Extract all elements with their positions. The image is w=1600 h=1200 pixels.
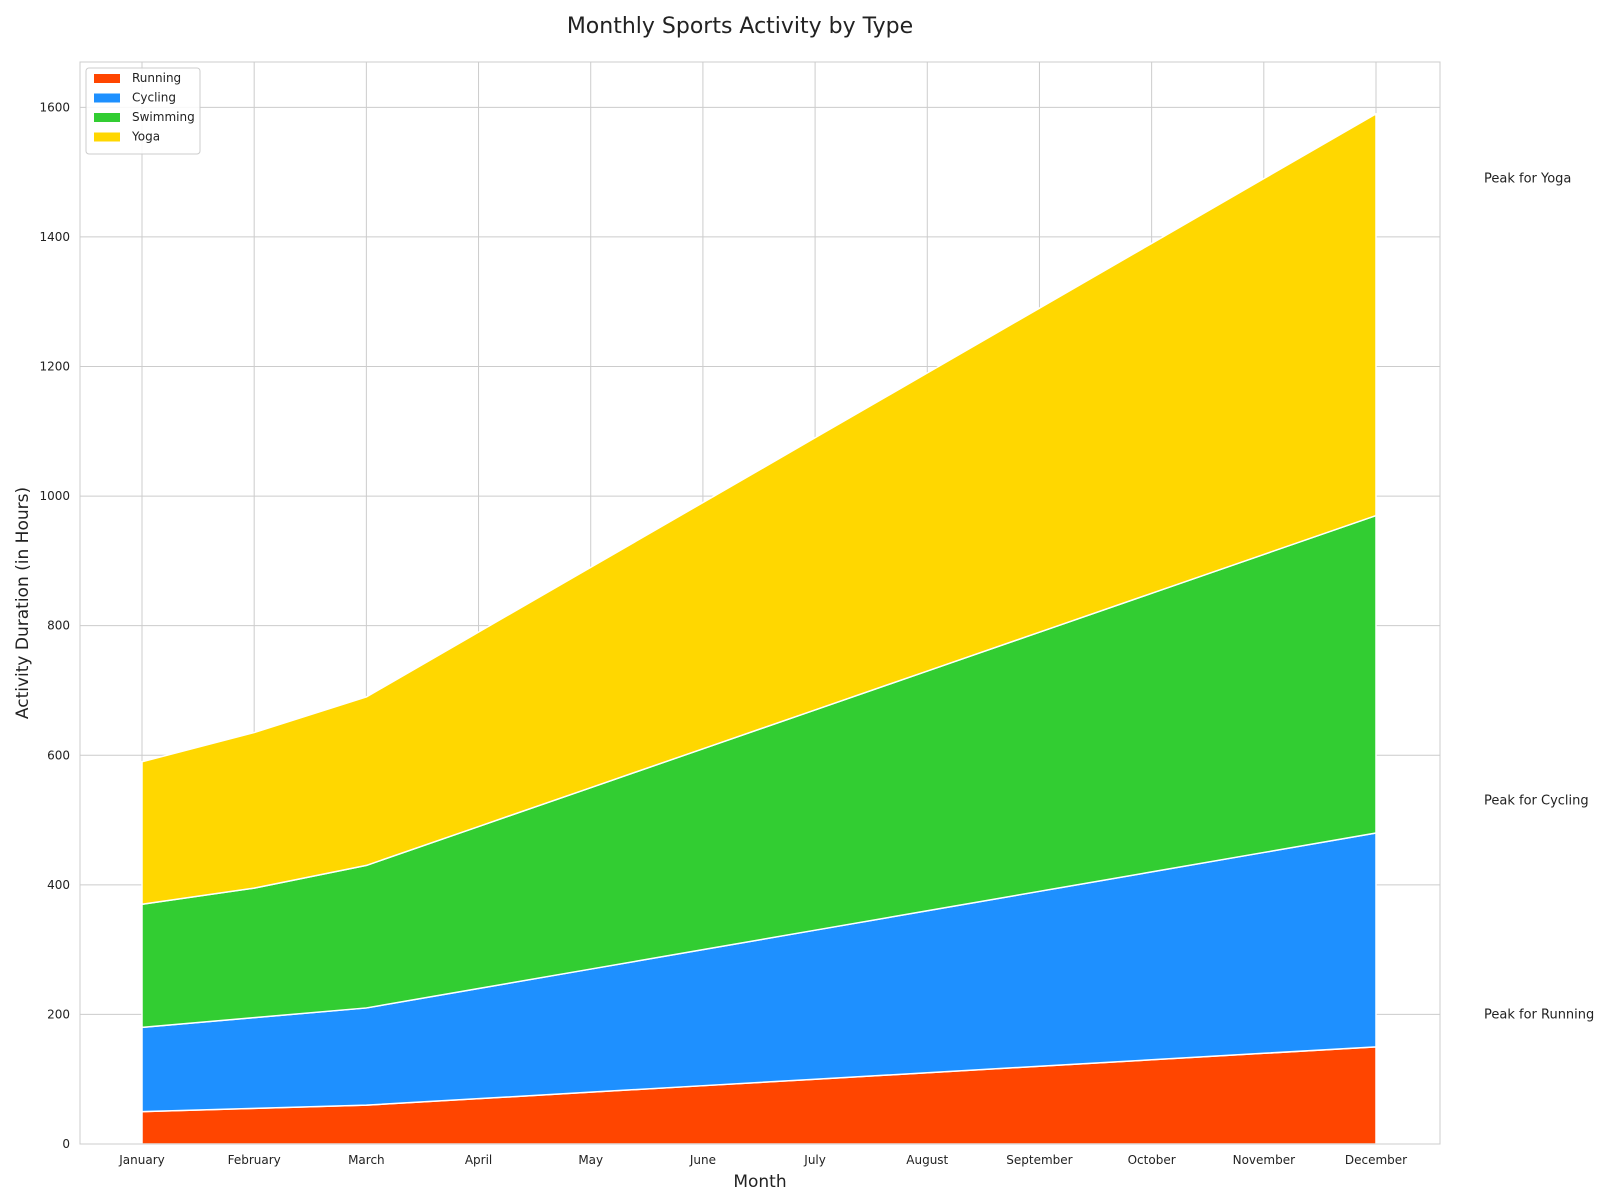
x-tick-label: October [1128,1153,1176,1167]
x-tick-label: July [803,1153,826,1167]
legend: Running Cycling Swimming Yoga [85,67,201,155]
legend-label-running: Running [132,71,181,85]
y-tick-label: 1000 [39,489,70,503]
annotation-label: Peak for Cycling [1484,794,1589,809]
y-tick-label: 600 [47,748,70,762]
chart-title: Monthly Sports Activity by Type [567,14,913,39]
y-tick-label: 200 [47,1007,70,1021]
y-tick-label: 800 [47,619,70,633]
legend-label-swimming: Swimming [132,110,195,124]
y-tick-label: 1200 [39,360,70,374]
y-tick-label: 1600 [39,100,70,114]
annotation-label: Peak for Running [1484,1007,1594,1022]
x-tick-labels: January February March April May June July Augu… [118,1153,1407,1167]
area-yoga [141,113,1377,906]
y-tick-label: 1400 [39,230,70,244]
x-tick-label: March [348,1153,385,1167]
legend-swatch-cycling [94,93,120,103]
x-tick-label: December [1345,1153,1407,1167]
y-tick-label: 0 [62,1137,70,1151]
y-tick-label: 400 [47,878,70,892]
y-tick-labels: 0 200 400 600 800 1000 1200 1400 1600 [39,100,70,1151]
x-tick-label: May [578,1153,603,1167]
plot-frame [79,61,1441,1145]
legend-swatch-yoga [94,132,120,142]
legend-label-cycling: Cycling [132,91,176,105]
legend-swatch-running [94,74,120,83]
x-tick-label: September [1006,1153,1072,1167]
x-tick-label: April [465,1153,492,1167]
x-tick-label: August [906,1153,948,1167]
annotations: Peak for Yoga Peak for Cycling Peak for Ru… [1484,172,1594,1023]
area-series [141,113,1377,1145]
x-axis-label: Month [733,1172,786,1192]
x-tick-label: February [228,1153,281,1167]
legend-swatch-swimming [94,113,120,122]
legend-label-yoga: Yoga [131,130,160,144]
x-tick-label: November [1233,1153,1295,1167]
x-tick-label: June [689,1153,716,1167]
x-tick-label: January [118,1153,165,1167]
y-axis-label: Activity Duration (in Hours) [13,487,33,719]
annotation-label: Peak for Yoga [1484,172,1571,187]
